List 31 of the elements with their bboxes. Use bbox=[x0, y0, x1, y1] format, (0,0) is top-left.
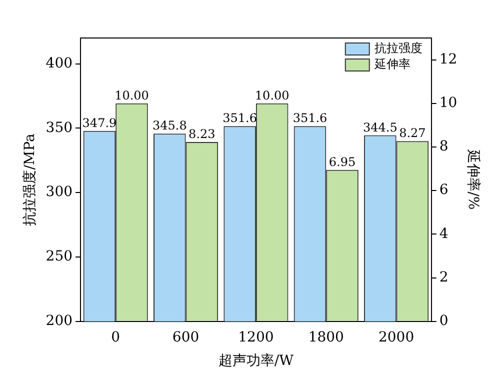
data-label: 6.95 bbox=[328, 155, 356, 170]
data-label: 8.27 bbox=[399, 126, 426, 140]
data-label: 10.00 bbox=[114, 88, 149, 103]
legend-label: 延伸率 bbox=[373, 57, 410, 72]
y-tick-label: 350 bbox=[46, 120, 73, 136]
y-tick-label: 200 bbox=[46, 313, 73, 330]
legend-label: 抗拉强度 bbox=[374, 41, 422, 56]
x-tick-label: 0 bbox=[111, 329, 120, 346]
y-axis-title: 抗拉强度/MPa bbox=[22, 134, 38, 226]
data-label: 351.6 bbox=[292, 111, 328, 126]
data-label: 344.5 bbox=[362, 120, 398, 134]
y2-tick-label: 6 bbox=[439, 182, 448, 198]
y2-tick-label: 12 bbox=[439, 51, 458, 68]
x-axis-title: 超声功率/W bbox=[218, 353, 294, 370]
y2-tick-label: 10 bbox=[439, 95, 458, 112]
y2-tick-label: 2 bbox=[439, 269, 448, 286]
x-tick-label: 600 bbox=[172, 329, 200, 346]
y2-axis-title: 延伸率/% bbox=[464, 148, 481, 210]
x-tick-label: 1200 bbox=[238, 329, 274, 346]
y-tick-label: 300 bbox=[46, 184, 73, 200]
data-label: 345.8 bbox=[152, 118, 187, 133]
y-tick-label: 400 bbox=[46, 55, 73, 72]
x-tick-label: 2000 bbox=[378, 329, 414, 346]
data-label: 347.9 bbox=[82, 116, 117, 130]
y2-tick-label: 8 bbox=[439, 138, 448, 155]
y2-tick-label: 4 bbox=[439, 226, 448, 242]
data-label: 8.23 bbox=[188, 127, 216, 142]
y-tick-label: 250 bbox=[46, 248, 73, 265]
y2-tick-label: 0 bbox=[439, 313, 448, 330]
data-label: 10.00 bbox=[254, 88, 290, 103]
x-tick-label: 1800 bbox=[308, 329, 344, 346]
